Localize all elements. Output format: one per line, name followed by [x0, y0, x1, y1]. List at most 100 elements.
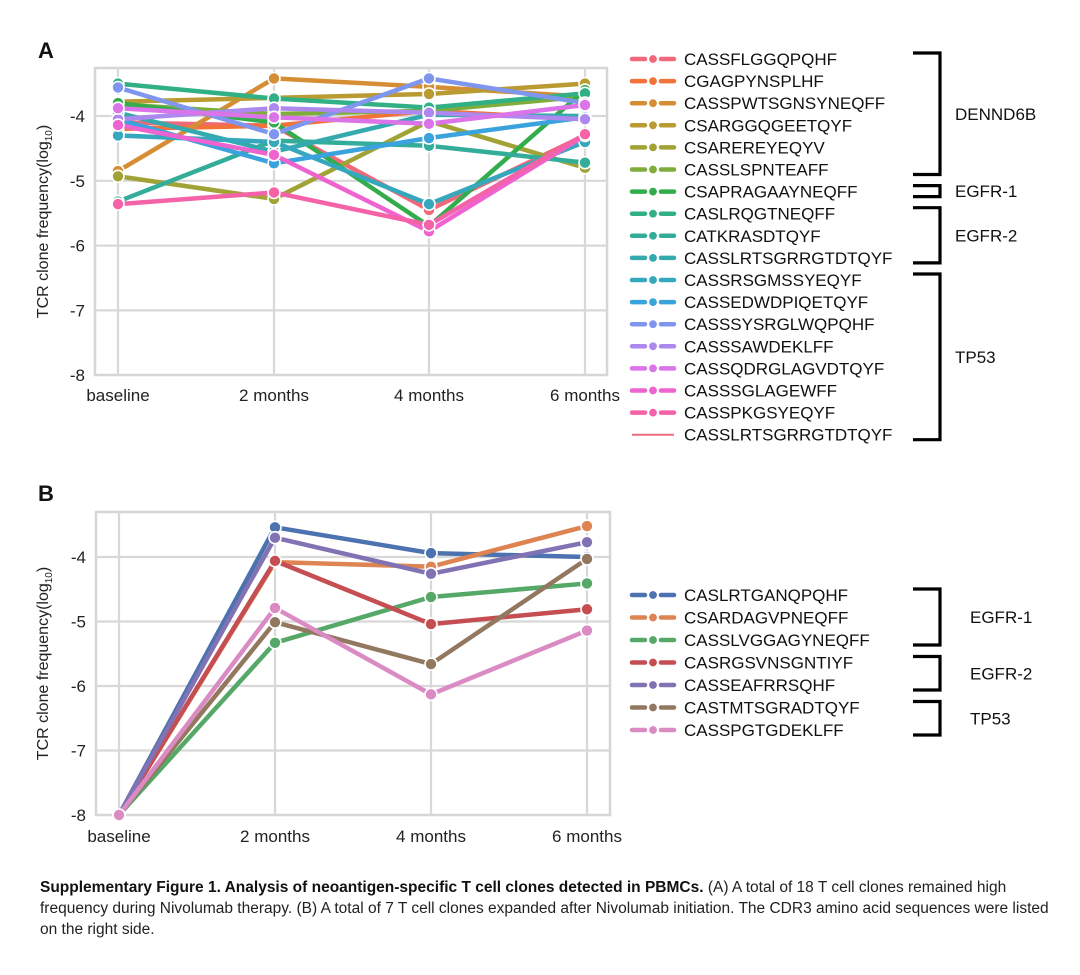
- legend-item: CASSRSGMSSYEQYF: [629, 271, 862, 290]
- panel-label-a: A: [38, 38, 54, 63]
- data-point: [267, 71, 281, 86]
- x-tick-label: baseline: [86, 386, 149, 405]
- y-axis-label: TCR clone frequency(log10): [35, 125, 55, 318]
- legend-marker: [647, 75, 659, 87]
- legend-label: CASRGSVNSGNTIYF: [684, 654, 853, 673]
- x-tick-label: 2 months: [239, 386, 309, 405]
- legend-item: CASSEAFRRSQHF: [629, 676, 835, 695]
- legend: CASSFLGGQPQHF CGAGPYNSPLHF CASSPWTSGNSYNEQ…: [629, 50, 1036, 445]
- data-point: [268, 615, 282, 629]
- legend-marker: [647, 208, 659, 219]
- group-label: EGFR-2: [970, 664, 1032, 683]
- legend-label: CASSPWTSGNSYNEQFF: [684, 94, 885, 113]
- legend-marker: [647, 341, 659, 352]
- data-point: [422, 218, 436, 232]
- y-tick-label: -7: [71, 742, 86, 761]
- data-point: [422, 71, 436, 86]
- legend-marker: [647, 53, 659, 65]
- legend-label: CASSSAWDEKLFF: [684, 337, 834, 356]
- series-line: [116, 535, 590, 818]
- series-line: [116, 525, 590, 818]
- legend-label: CASSLSPNTEAFF: [684, 161, 829, 180]
- data-point: [111, 118, 125, 132]
- legend-item: CASSFLGGQPQHF: [629, 50, 837, 69]
- legend-item: CASSLRTSGRRGTDTQYF: [629, 249, 892, 268]
- data-point: [424, 657, 438, 671]
- group-label: TP53: [955, 348, 996, 367]
- legend-marker: [647, 297, 659, 308]
- series-line: [116, 556, 590, 818]
- legend-label: CASLRTGANQPQHF: [684, 586, 848, 605]
- legend-item: CASSPWTSGNSYNEQFF: [629, 94, 885, 113]
- legend-marker: [647, 319, 659, 330]
- legend-item: CSARGGQGEETQYF: [629, 116, 852, 135]
- legend-item: CATKRASDTQYF: [629, 227, 821, 246]
- group-bracket: [913, 272, 942, 442]
- data-point: [112, 808, 126, 822]
- legend-label: CASSSYSRGLWQPQHF: [684, 315, 875, 334]
- data-point: [578, 112, 592, 127]
- series-line: [115, 138, 588, 204]
- data-point: [267, 110, 281, 125]
- legend-label: CASSLRTSGRRGTDTQYF: [684, 249, 892, 268]
- legend-item: CASRGSVNSGNTIYF: [629, 654, 853, 673]
- data-point: [268, 554, 282, 568]
- y-tick-label: -7: [70, 301, 85, 320]
- legend-label: CASSPGTGDEKLFF: [684, 721, 844, 740]
- x-tick-label: 6 months: [550, 386, 620, 405]
- data-point: [580, 535, 594, 549]
- group-bracket: [913, 184, 942, 199]
- y-tick-label: -6: [71, 677, 86, 696]
- data-point: [422, 87, 436, 101]
- data-point: [267, 185, 281, 200]
- legend-label: CASTMTSGRADTQYF: [684, 699, 860, 718]
- legend-label: CASSQDRGLAGVDTQYF: [684, 359, 884, 378]
- x-tick-label: 4 months: [394, 386, 464, 405]
- legend-item: CASSQDRGLAGVDTQYF: [629, 359, 884, 378]
- data-point: [422, 116, 436, 131]
- data-point: [580, 623, 594, 638]
- legend-item: CASSEDWDPIQETQYF: [629, 293, 868, 312]
- legend: CASLRTGANQPQHF CSARDAGVPNEQFF CASSLVGGAGYN…: [629, 586, 1032, 740]
- legend-item: CASSPGTGDEKLFF: [629, 721, 844, 740]
- data-point: [578, 127, 592, 141]
- legend-item: CASSLSPNTEAFF: [629, 161, 829, 180]
- legend-label: CASSSGLAGEWFF: [684, 382, 837, 401]
- caption-title: Supplementary Figure 1. Analysis of neoa…: [40, 879, 704, 896]
- group-label: EGFR-1: [970, 608, 1032, 627]
- data-point: [422, 131, 436, 145]
- legend-marker: [647, 724, 659, 736]
- data-point: [422, 105, 436, 120]
- series-line: [116, 558, 590, 818]
- series-line: [115, 81, 588, 110]
- legend-item: CSAPRAGAAYNEQFF: [629, 183, 858, 202]
- data-point: [578, 155, 592, 170]
- data-point: [422, 197, 436, 211]
- legend-marker: [647, 679, 659, 691]
- group-bracket: [913, 51, 942, 177]
- data-point: [111, 197, 125, 211]
- legend-marker: [647, 407, 659, 418]
- series-line: [116, 605, 590, 818]
- group-bracket: [913, 699, 942, 737]
- legend-label: CATKRASDTQYF: [684, 227, 821, 246]
- legend-item: CASSSYSRGLWQPQHF: [629, 315, 875, 334]
- legend-label: CSARDAGVPNEQFF: [684, 609, 848, 628]
- data-point: [268, 530, 282, 545]
- legend-marker: [647, 98, 659, 109]
- series-line: [115, 131, 588, 228]
- legend-item: CASLRTGANQPQHF: [629, 586, 848, 605]
- legend-marker: [647, 702, 659, 713]
- legend-label: CASLRQGTNEQFF: [684, 205, 835, 224]
- legend-item: CASSLVGGAGYNEQFF: [629, 631, 870, 650]
- legend-item: CSAREREYEQYV: [629, 138, 825, 157]
- y-tick-label: -4: [70, 107, 85, 126]
- data-point: [424, 687, 438, 702]
- group-label: TP53: [970, 709, 1011, 728]
- data-point: [111, 80, 125, 95]
- data-point: [111, 169, 125, 184]
- series-line: [115, 102, 588, 127]
- legend-label: CASSEAFRRSQHF: [684, 676, 835, 695]
- legend-item: CSARDAGVPNEQFF: [629, 609, 848, 628]
- legend-marker: [647, 634, 659, 646]
